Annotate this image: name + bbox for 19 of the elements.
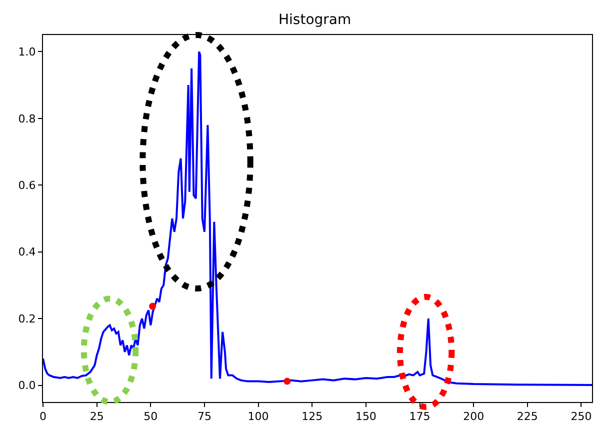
x-tick-label: 50 — [144, 410, 158, 424]
y-tick-label: 1.0 — [18, 46, 36, 59]
x-tick-label: 0 — [40, 410, 46, 424]
x-tick-label: 125 — [302, 410, 323, 424]
y-tick-label: 0.2 — [18, 312, 36, 326]
chart-title: Histogram — [278, 12, 352, 28]
y-tick-label: 0.0 — [18, 379, 36, 392]
x-tick-label: 175 — [409, 410, 430, 424]
x-tick-label: 100 — [248, 410, 269, 424]
x-tick-label: 25 — [90, 410, 104, 424]
line-series — [43, 50, 592, 386]
x-tick-label: 150 — [355, 410, 376, 424]
x-tick-label: 200 — [463, 410, 484, 424]
x-tick-label: 250 — [570, 410, 592, 424]
y-tick-label: 0.6 — [18, 178, 36, 192]
x-tick-label: 225 — [516, 410, 538, 424]
y-tick-label: 0.8 — [18, 112, 36, 126]
x-tick-label: 75 — [197, 410, 212, 424]
y-tick-label: 0.4 — [18, 246, 36, 259]
